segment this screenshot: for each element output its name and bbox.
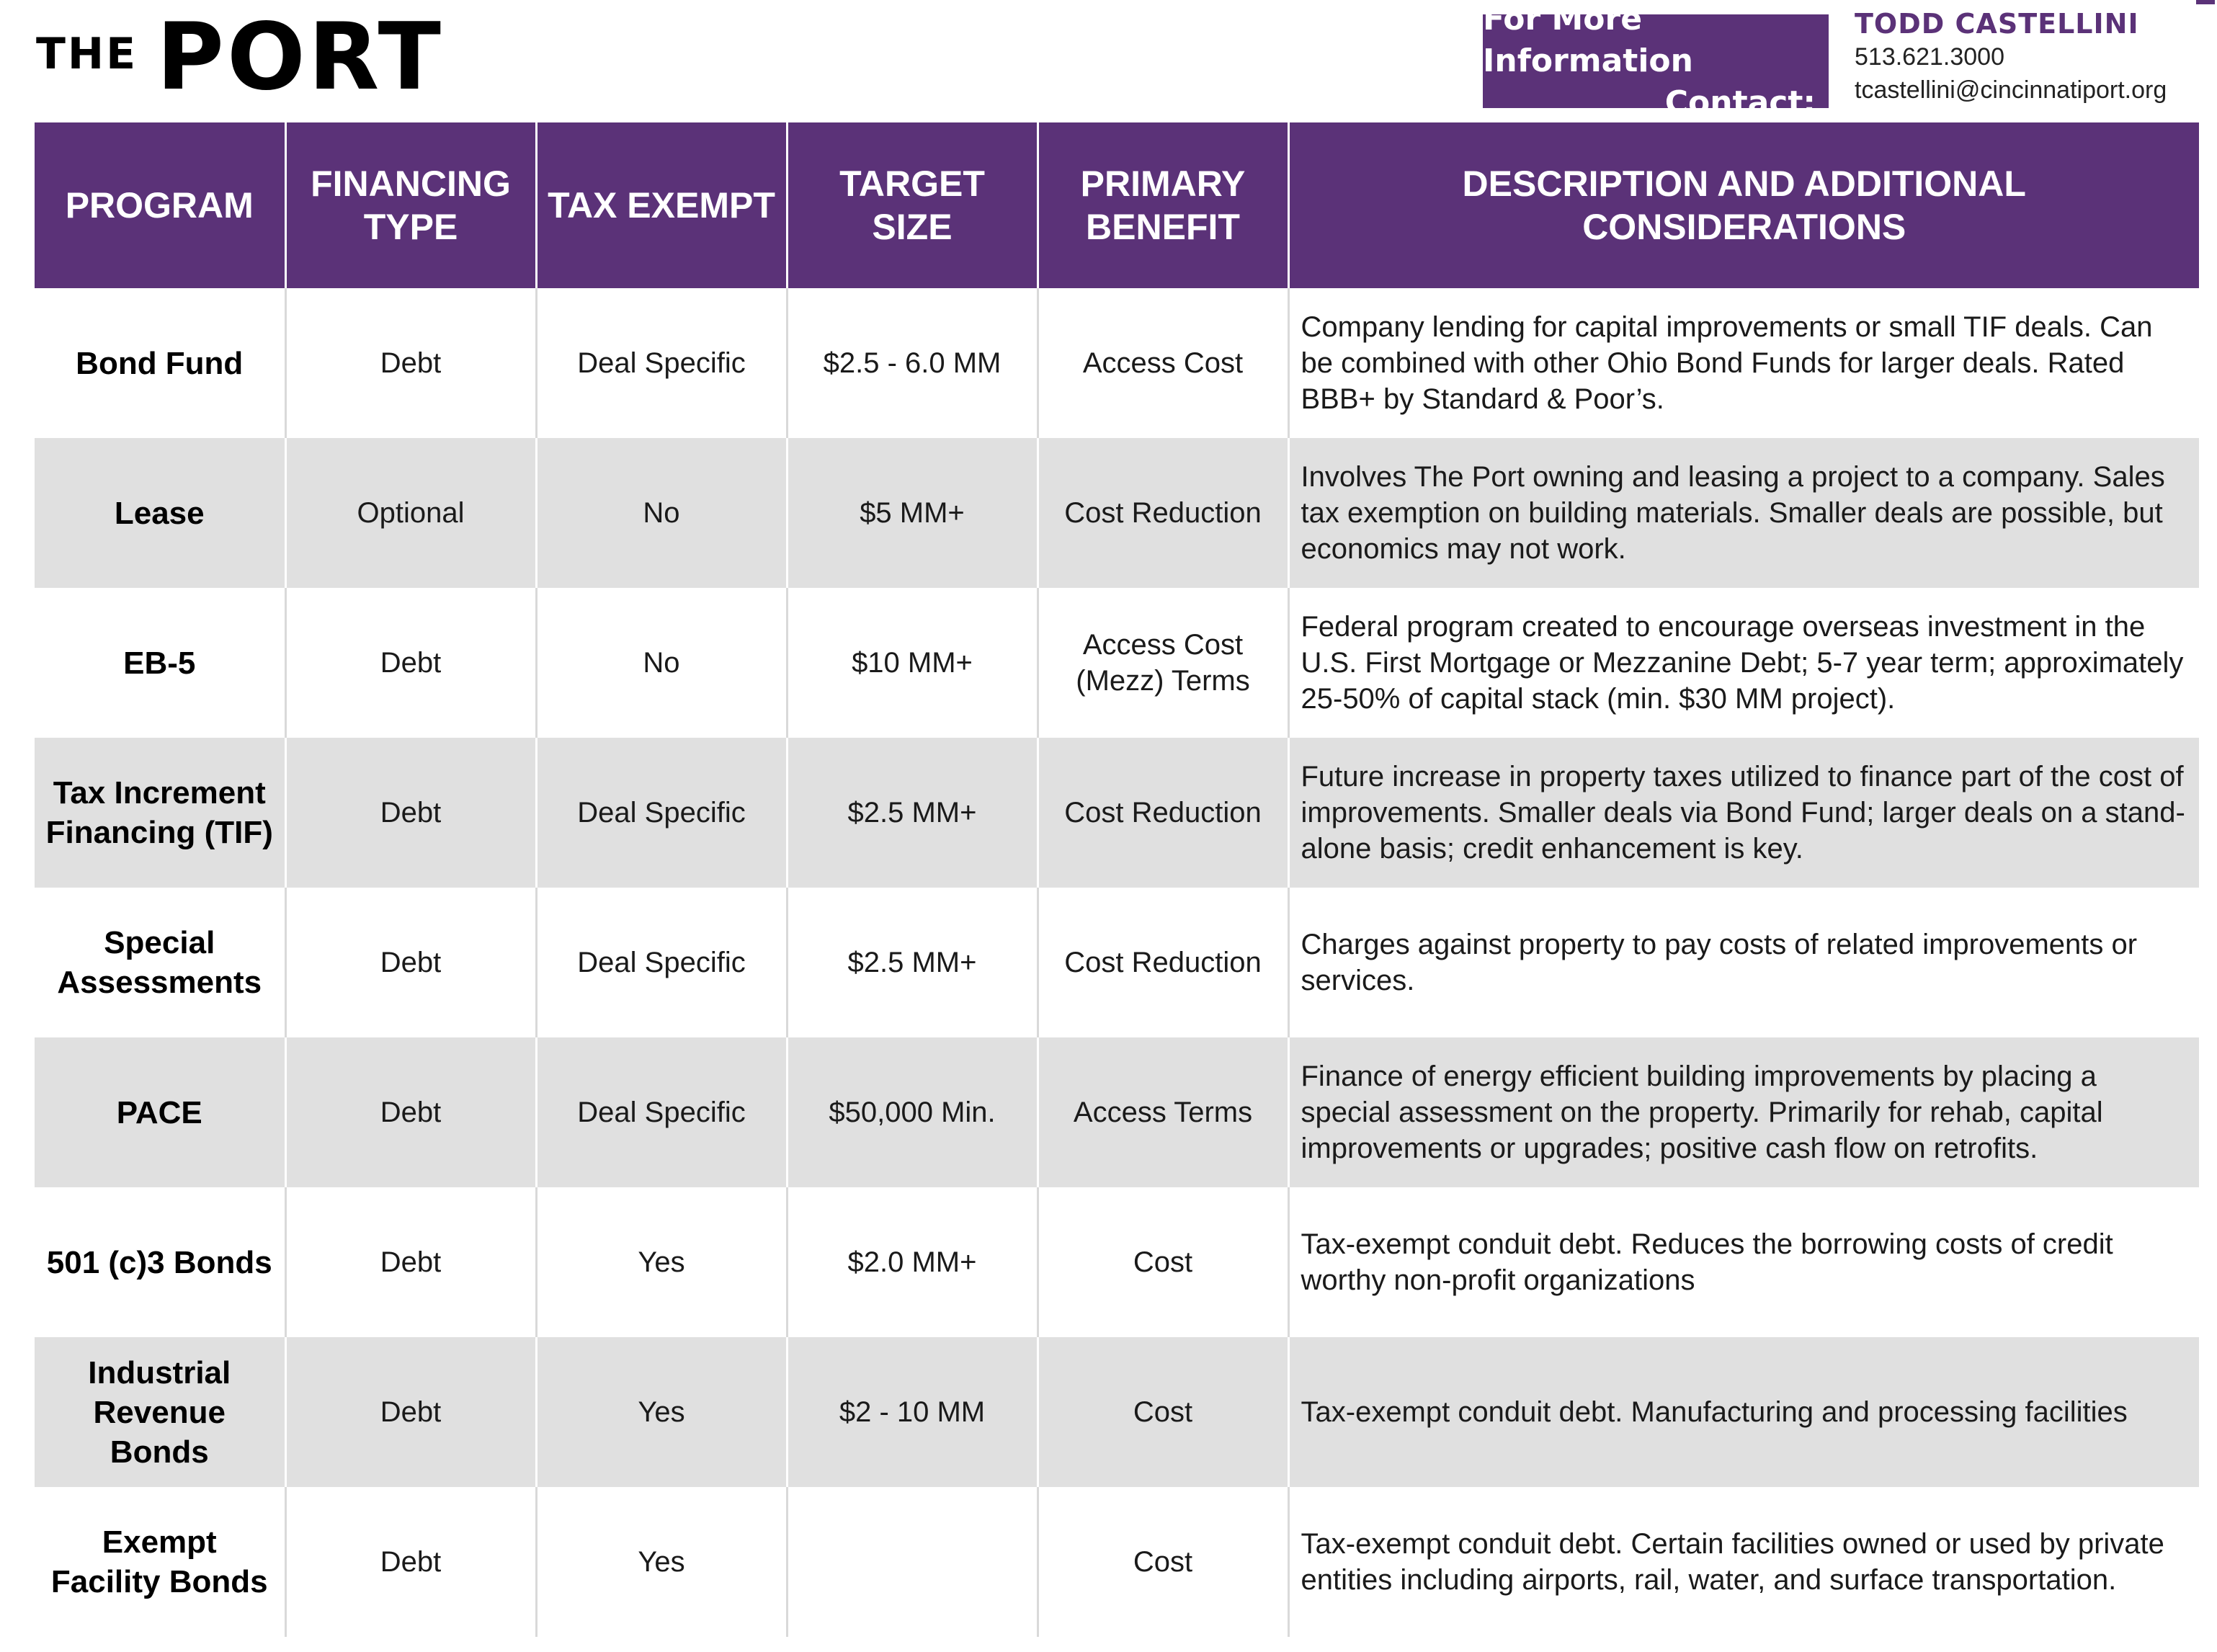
primary-benefit-cell: Access Cost [1038, 288, 1290, 438]
header-tax-exempt: TAX EXEMPT [536, 122, 788, 288]
financing-type-cell: Debt [285, 738, 537, 888]
financing-type-cell: Debt [285, 1187, 537, 1337]
primary-benefit-cell: Cost Reduction [1038, 888, 1290, 1037]
financing-type-cell: Debt [285, 1037, 537, 1187]
financing-type-cell: Debt [285, 288, 537, 438]
program-cell: Lease [35, 438, 287, 588]
header-program: PROGRAM [35, 122, 287, 288]
table-row: PACE Debt Deal Specific $50,000 Min. Acc… [35, 1037, 2199, 1187]
table-row: EB-5 Debt No $10 MM+ Access Cost (Mezz) … [35, 588, 2199, 738]
program-cell: Special Assessments [35, 888, 287, 1037]
description-cell: Federal program created to encourage ove… [1288, 588, 2199, 738]
corner-accent-mark [2196, 0, 2215, 4]
logo-the: THE [36, 29, 138, 79]
primary-benefit-cell: Cost [1038, 1487, 1290, 1637]
table-row: Industrial Revenue Bonds Debt Yes $2 - 1… [35, 1337, 2199, 1487]
description-cell: Charges against property to pay costs of… [1288, 888, 2199, 1037]
target-size-cell: $2.0 MM+ [787, 1187, 1039, 1337]
description-cell: Tax-exempt conduit debt. Reduces the bor… [1288, 1187, 2199, 1337]
tax-exempt-cell: No [536, 438, 788, 588]
program-cell: 501 (c)3 Bonds [35, 1187, 287, 1337]
program-cell: Tax Increment Financing (TIF) [35, 738, 287, 888]
financing-type-cell: Debt [285, 588, 537, 738]
financing-type-cell: Debt [285, 1487, 537, 1637]
table-row: Exempt Facility Bonds Debt Yes Cost Tax-… [35, 1487, 2199, 1637]
description-cell: Finance of energy efficient building imp… [1288, 1037, 2199, 1187]
contact-phone: 513.621.3000 [1855, 43, 2004, 71]
target-size-cell: $2.5 MM+ [787, 738, 1039, 888]
program-cell: Exempt Facility Bonds [35, 1487, 287, 1637]
table-row: Lease Optional No $5 MM+ Cost Reduction … [35, 438, 2199, 588]
tax-exempt-cell: No [536, 588, 788, 738]
table-header-row: PROGRAM FINANCING TYPE TAX EXEMPT TARGET… [35, 122, 2199, 288]
table-row: Bond Fund Debt Deal Specific $2.5 - 6.0 … [35, 288, 2199, 438]
table-row: Special Assessments Debt Deal Specific $… [35, 888, 2199, 1037]
table-row: 501 (c)3 Bonds Debt Yes $2.0 MM+ Cost Ta… [35, 1187, 2199, 1337]
description-cell: Company lending for capital improvements… [1288, 288, 2199, 438]
target-size-cell: $2 - 10 MM [787, 1337, 1039, 1487]
description-cell: Tax-exempt conduit debt. Certain facilit… [1288, 1487, 2199, 1637]
contact-label-line1: For More Information [1483, 1, 1693, 79]
primary-benefit-cell: Cost Reduction [1038, 438, 1290, 588]
contact-details: TODD CASTELLINI 513.621.3000 tcastellini… [1855, 7, 2167, 107]
primary-benefit-cell: Access Terms [1038, 1037, 1290, 1187]
table-row: Tax Increment Financing (TIF) Debt Deal … [35, 738, 2199, 888]
target-size-cell [787, 1487, 1039, 1637]
financing-programs-table: PROGRAM FINANCING TYPE TAX EXEMPT TARGET… [35, 122, 2199, 1637]
financing-type-cell: Debt [285, 1337, 537, 1487]
tax-exempt-cell: Deal Specific [536, 888, 788, 1037]
primary-benefit-cell: Cost Reduction [1038, 738, 1290, 888]
description-cell: Tax-exempt conduit debt. Manufacturing a… [1288, 1337, 2199, 1487]
target-size-cell: $10 MM+ [787, 588, 1039, 738]
tax-exempt-cell: Deal Specific [536, 1037, 788, 1187]
program-cell: PACE [35, 1037, 287, 1187]
primary-benefit-cell: Cost [1038, 1187, 1290, 1337]
financing-type-cell: Optional [285, 438, 537, 588]
header-financing-type: FINANCING TYPE [285, 122, 537, 288]
tax-exempt-cell: Deal Specific [536, 288, 788, 438]
header-primary-benefit: PRIMARY BENEFIT [1038, 122, 1290, 288]
program-cell: Bond Fund [35, 288, 287, 438]
tax-exempt-cell: Yes [536, 1187, 788, 1337]
tax-exempt-cell: Yes [536, 1487, 788, 1637]
the-port-logo: THE PORT [36, 12, 444, 104]
contact-email: tcastellini@cincinnatiport.org [1855, 76, 2167, 104]
contact-label-box: For More Information Contact: [1483, 1, 1829, 121]
program-cell: Industrial Revenue Bonds [35, 1337, 287, 1487]
target-size-cell: $2.5 MM+ [787, 888, 1039, 1037]
header-description: DESCRIPTION AND ADDITIONAL CONSIDERATION… [1288, 122, 2199, 288]
description-cell: Involves The Port owning and leasing a p… [1288, 438, 2199, 588]
logo-port: PORT [156, 4, 444, 111]
tax-exempt-cell: Deal Specific [536, 738, 788, 888]
financing-type-cell: Debt [285, 888, 537, 1037]
primary-benefit-cell: Cost [1038, 1337, 1290, 1487]
target-size-cell: $50,000 Min. [787, 1037, 1039, 1187]
primary-benefit-cell: Access Cost (Mezz) Terms [1038, 588, 1290, 738]
target-size-cell: $2.5 - 6.0 MM [787, 288, 1039, 438]
contact-label-line2: Contact: [1664, 84, 1816, 121]
description-cell: Future increase in property taxes utiliz… [1288, 738, 2199, 888]
target-size-cell: $5 MM+ [787, 438, 1039, 588]
header-target-size: TARGET SIZE [787, 122, 1039, 288]
tax-exempt-cell: Yes [536, 1337, 788, 1487]
contact-name: TODD CASTELLINI [1855, 8, 2139, 40]
program-cell: EB-5 [35, 588, 287, 738]
